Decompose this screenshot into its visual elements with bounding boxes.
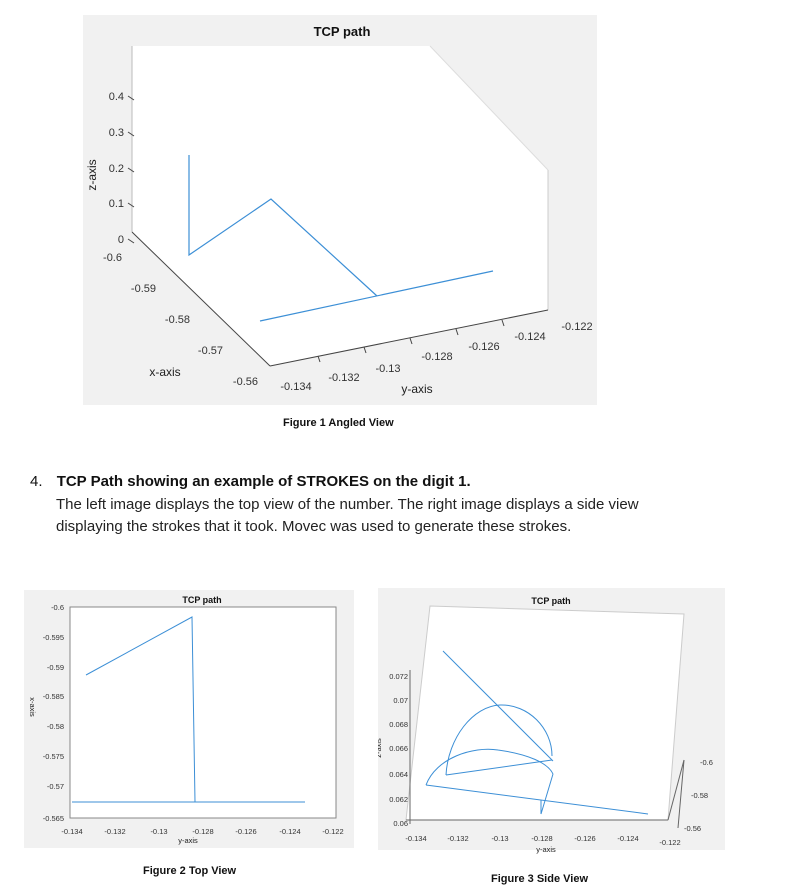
y-tick-label: -0.575	[43, 752, 64, 761]
x-tick-label: -0.13	[150, 827, 167, 836]
y-tick-label: -0.59	[47, 663, 64, 672]
x-tick-label: -0.6	[103, 252, 122, 264]
figure3-x-ticks: -0.134 -0.132 -0.13 -0.128 -0.126 -0.124…	[405, 834, 680, 847]
section-title: TCP Path showing an example of STROKES o…	[56, 473, 471, 490]
figure2-x-ticks: -0.134 -0.132 -0.13 -0.128 -0.126 -0.124…	[61, 827, 343, 836]
z-tick-label: 0.066	[389, 744, 408, 753]
figure1-x-ticks: -0.6 -0.59 -0.58 -0.57 -0.56	[103, 252, 258, 388]
figure2-y-label: x-axis	[28, 697, 37, 717]
section-heading: 4. TCP Path showing an example of STROKE…	[30, 473, 471, 490]
figure2-tcp-path	[85, 616, 196, 803]
y-tick-label: -0.13	[375, 363, 400, 375]
figure3-x-label: y-axis	[536, 845, 556, 854]
y-tick-label: -0.128	[421, 351, 452, 363]
z-tick-label: 0.064	[389, 770, 408, 779]
z-tick-label: 0.062	[389, 795, 408, 804]
figure1-y-label: y-axis	[401, 382, 432, 396]
x-tick-label: -0.134	[405, 834, 426, 843]
figure1-y-axis-line	[269, 309, 549, 367]
figure3-tcp-path	[425, 650, 649, 815]
figure1-caption: Figure 1 Angled View	[283, 417, 394, 429]
right-tick-label: -0.6	[700, 758, 713, 767]
figure3-title: TCP path	[531, 596, 570, 606]
y-tick-label: -0.126	[468, 341, 499, 353]
figure1-stroke-line	[259, 270, 494, 322]
figure2-x-label: y-axis	[178, 836, 198, 845]
z-tick-label: 0	[118, 234, 124, 246]
x-tick-label: -0.126	[574, 834, 595, 843]
y-tick-label: -0.124	[514, 331, 545, 343]
figure3-y-label: z-axis	[378, 738, 383, 758]
x-tick-label: -0.56	[233, 376, 258, 388]
figure1-z-label: z-axis	[85, 159, 99, 190]
x-tick-label: -0.132	[104, 827, 125, 836]
figure1-z-ticks: 0.4 0.3 0.2 0.1 0	[109, 91, 124, 246]
figure1-tcp-path	[188, 155, 378, 297]
x-tick-label: -0.134	[61, 827, 82, 836]
figure1-plot: TCP path 0.4 0.3 0.2 0.1 0 z-axis -0.6 -…	[83, 15, 597, 405]
section-body-line2: displaying the strokes that it took. Mov…	[56, 518, 572, 535]
x-tick-label: -0.128	[531, 834, 552, 843]
x-tick-label: -0.126	[235, 827, 256, 836]
figure3-z-ticks: 0.072 0.07 0.068 0.066 0.064 0.062 0.06	[389, 672, 408, 828]
y-tick-label: -0.6	[51, 603, 64, 612]
figure3-caption: Figure 3 Side View	[491, 873, 588, 885]
figure1-y-ticks: -0.134 -0.132 -0.13 -0.128 -0.126 -0.124…	[280, 321, 592, 393]
section-body-line1: The left image displays the top view of …	[56, 496, 639, 513]
z-tick-label: 0.07	[393, 696, 408, 705]
figure1-title: TCP path	[314, 24, 371, 39]
y-tick-label: -0.595	[43, 633, 64, 642]
x-tick-label: -0.124	[279, 827, 300, 836]
figure1-back-wall	[132, 46, 548, 366]
y-tick-label: -0.565	[43, 814, 64, 823]
x-tick-label: -0.59	[131, 283, 156, 295]
z-tick-label: 0.072	[389, 672, 408, 681]
z-tick-label: 0.068	[389, 720, 408, 729]
x-tick-label: -0.13	[491, 834, 508, 843]
y-tick-label: -0.58	[47, 722, 64, 731]
figure1-x-label: x-axis	[149, 365, 180, 379]
x-tick-label: -0.122	[322, 827, 343, 836]
right-tick-label: -0.56	[684, 824, 701, 833]
y-tick-label: -0.122	[561, 321, 592, 333]
y-tick-label: -0.134	[280, 381, 311, 393]
z-tick-label: 0.4	[109, 91, 124, 103]
figure3-plot: TCP path 0.072 0.07 0.068 0.066 0.064 0.…	[378, 588, 725, 854]
y-tick-label: -0.585	[43, 692, 64, 701]
z-tick-label: 0.2	[109, 163, 124, 175]
x-tick-label: -0.128	[192, 827, 213, 836]
x-tick-label: -0.58	[165, 314, 190, 326]
z-tick-label: 0.06	[393, 819, 408, 828]
y-tick-label: -0.57	[47, 782, 64, 791]
y-tick-label: -0.132	[328, 372, 359, 384]
x-tick-label: -0.124	[617, 834, 638, 843]
figure2-y-ticks: -0.6 -0.595 -0.59 -0.585 -0.58 -0.575 -0…	[43, 603, 64, 823]
figure3-right-ticks: -0.6 -0.58 -0.56	[684, 758, 713, 833]
figure2-title: TCP path	[182, 595, 221, 605]
z-tick-label: 0.3	[109, 127, 124, 139]
section-number: 4.	[30, 473, 43, 490]
x-tick-label: -0.132	[447, 834, 468, 843]
x-tick-label: -0.122	[659, 838, 680, 847]
right-tick-label: -0.58	[691, 791, 708, 800]
x-tick-label: -0.57	[198, 345, 223, 357]
figure2-axes	[69, 606, 337, 819]
figure2-caption: Figure 2 Top View	[143, 865, 237, 877]
z-tick-label: 0.1	[109, 198, 124, 210]
figure1-x-axis-line	[131, 231, 271, 367]
figure2-plot: TCP path -0.6 -0.595 -0.59 -0.585 -0.58 …	[24, 590, 354, 848]
